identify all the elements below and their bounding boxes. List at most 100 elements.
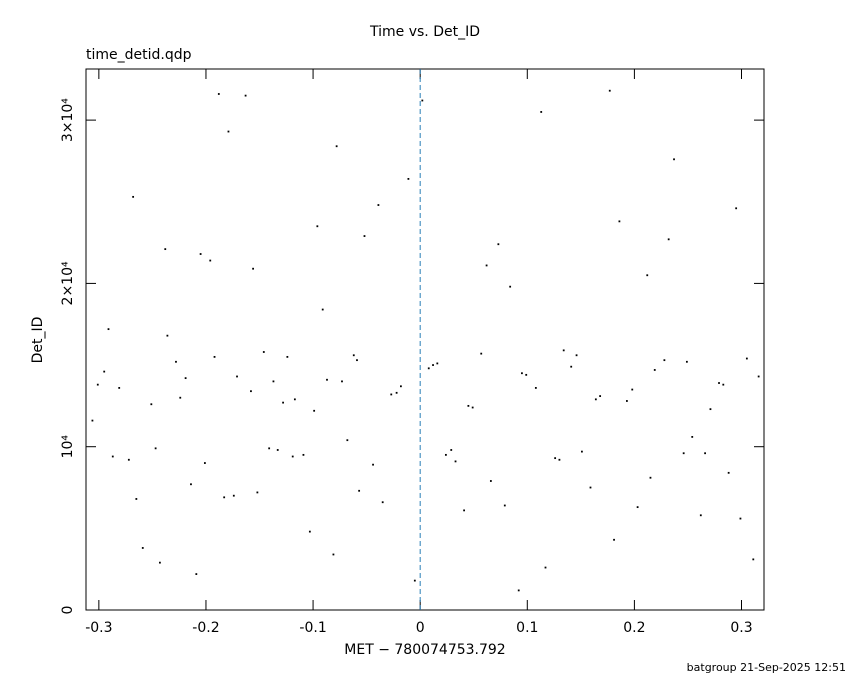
data-point — [535, 387, 537, 389]
data-point — [132, 196, 134, 198]
data-point — [613, 539, 615, 541]
data-point — [722, 384, 724, 386]
data-point — [509, 286, 511, 288]
x-axis-label: MET − 780074753.792 — [344, 642, 505, 658]
data-point — [372, 464, 374, 466]
data-point — [390, 394, 392, 396]
data-point — [112, 456, 114, 458]
data-point — [683, 452, 685, 454]
data-point — [204, 462, 206, 464]
data-point — [263, 351, 265, 353]
data-point — [378, 204, 380, 206]
data-point — [346, 439, 348, 441]
data-point — [576, 354, 578, 356]
x-tick-label: 0.1 — [516, 620, 538, 636]
data-point — [668, 238, 670, 240]
data-point — [504, 505, 506, 507]
data-point — [432, 364, 434, 366]
data-point — [497, 243, 499, 245]
x-tick-label: -0.1 — [299, 620, 326, 636]
data-point — [273, 380, 275, 382]
chart: Time vs. Det_ID time_detid.qdp MET − 780… — [0, 0, 850, 680]
data-point — [252, 268, 254, 270]
data-point — [686, 361, 688, 363]
data-point — [700, 514, 702, 516]
data-point — [704, 452, 706, 454]
data-point — [673, 158, 675, 160]
data-point — [480, 353, 482, 355]
data-point — [333, 554, 335, 556]
data-point — [691, 436, 693, 438]
data-point — [450, 449, 452, 451]
data-point — [554, 457, 556, 459]
data-point — [236, 376, 238, 378]
data-point — [445, 454, 447, 456]
data-point — [282, 402, 284, 404]
x-tick-label: 0.3 — [730, 620, 752, 636]
data-point — [654, 369, 656, 371]
data-point — [490, 480, 492, 482]
footer-annotation: batgroup 21-Sep-2025 12:51 — [687, 661, 846, 674]
data-point — [545, 567, 547, 569]
data-point — [228, 131, 230, 133]
y-tick-label: 10⁴ — [60, 435, 76, 459]
data-point — [118, 387, 120, 389]
data-point — [233, 495, 235, 497]
data-point — [309, 531, 311, 533]
data-point — [155, 447, 157, 449]
data-point — [353, 354, 355, 356]
data-point — [421, 100, 423, 102]
data-point — [185, 377, 187, 379]
data-point — [313, 410, 315, 412]
data-point — [407, 178, 409, 180]
data-point — [223, 496, 225, 498]
data-point — [486, 265, 488, 267]
data-point — [175, 361, 177, 363]
data-point — [728, 472, 730, 474]
data-point — [303, 454, 305, 456]
data-point — [463, 509, 465, 511]
data-point — [159, 562, 161, 564]
data-point — [150, 403, 152, 405]
data-point — [218, 93, 220, 95]
data-point — [590, 487, 592, 489]
data-point — [540, 111, 542, 113]
data-point — [322, 309, 324, 311]
data-point — [646, 274, 648, 276]
data-point — [472, 407, 474, 409]
data-point — [428, 367, 430, 369]
data-point — [135, 498, 137, 500]
data-point — [209, 260, 211, 262]
data-point — [356, 359, 358, 361]
data-point — [735, 207, 737, 209]
data-point — [650, 477, 652, 479]
data-point — [400, 385, 402, 387]
data-point — [599, 395, 601, 397]
data-point — [103, 371, 105, 373]
data-point — [108, 328, 110, 330]
data-point — [595, 398, 597, 400]
data-point — [128, 459, 130, 461]
data-point — [336, 145, 338, 147]
chart-title: Time vs. Det_ID — [369, 24, 480, 40]
data-point — [256, 492, 258, 494]
data-point — [581, 451, 583, 453]
plot-frame — [86, 69, 764, 610]
data-point — [292, 456, 294, 458]
data-point — [214, 356, 216, 358]
data-point — [609, 90, 611, 92]
x-tick-label: 0 — [416, 620, 425, 636]
data-point — [358, 490, 360, 492]
data-point — [746, 358, 748, 360]
y-tick-label: 0 — [60, 606, 76, 615]
data-point — [364, 235, 366, 237]
data-point — [619, 220, 621, 222]
data-point — [521, 372, 523, 374]
data-point — [414, 580, 416, 582]
data-point — [250, 390, 252, 392]
data-point — [341, 380, 343, 382]
data-point — [97, 384, 99, 386]
data-point — [637, 506, 639, 508]
data-point — [92, 420, 94, 422]
data-point — [710, 408, 712, 410]
